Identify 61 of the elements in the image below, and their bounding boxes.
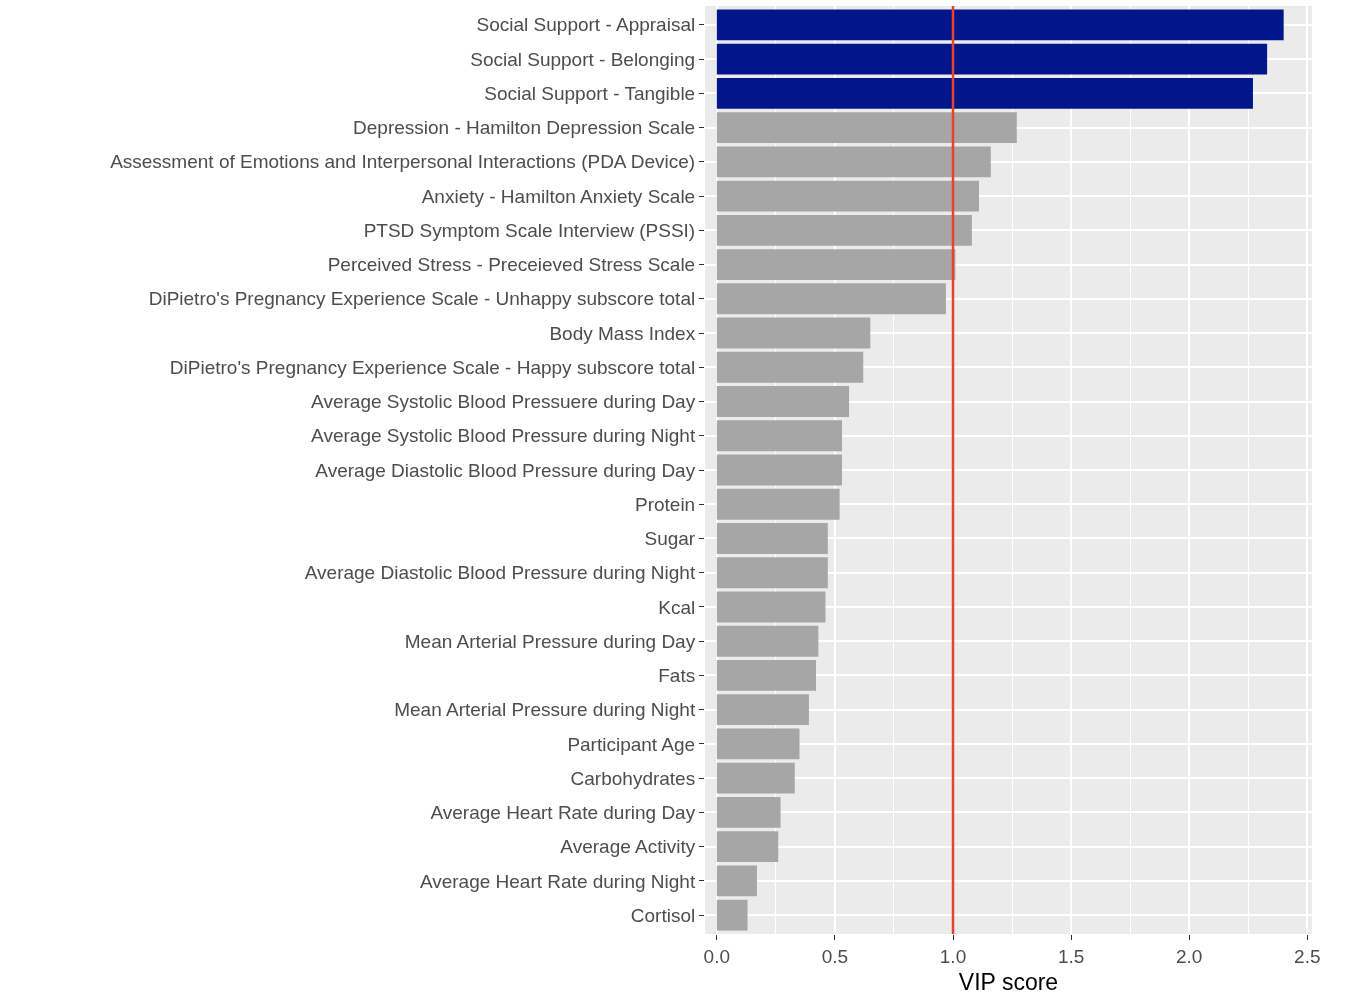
y-tick-label: Average Heart Rate during Night bbox=[419, 870, 696, 892]
bar bbox=[716, 112, 1017, 143]
bar bbox=[716, 454, 842, 486]
y-tick-label: Average Diastolic Blood Pressure during Day bbox=[315, 459, 696, 481]
bar bbox=[716, 625, 819, 657]
y-tick-label: DiPietro's Pregnancy Experience Scale - Unhappy subscore total bbox=[148, 288, 696, 310]
y-tick-label: Social Support - Tangible bbox=[484, 82, 696, 104]
bar bbox=[716, 488, 840, 520]
x-tick-label: 2.5 bbox=[1294, 945, 1321, 967]
y-tick-label: Cortisol bbox=[630, 904, 696, 926]
bar bbox=[716, 249, 956, 280]
y-tick-label: PTSD Symptom Scale Interview (PSSI) bbox=[363, 219, 696, 241]
bar bbox=[716, 351, 864, 383]
bar bbox=[716, 523, 828, 554]
bar bbox=[716, 43, 1268, 75]
y-tick-label: Social Support - Belonging bbox=[470, 48, 696, 70]
y-tick-label: Depression - Hamilton Depression Scale bbox=[353, 117, 696, 139]
y-tick-label: Average Heart Rate during Day bbox=[430, 802, 696, 824]
x-tick-label: 0.5 bbox=[821, 945, 849, 967]
y-tick-label: Kcal bbox=[658, 596, 696, 618]
bar bbox=[716, 180, 979, 212]
y-tick-label: Mean Arterial Pressure during Day bbox=[404, 630, 696, 652]
bar bbox=[716, 694, 809, 726]
y-tick-label: Carbohydrates bbox=[570, 767, 696, 789]
x-tick-label: 2.0 bbox=[1175, 945, 1203, 967]
bar bbox=[716, 865, 757, 897]
y-tick-label: Perceived Stress - Preceieved Stress Scale bbox=[327, 254, 696, 276]
bar bbox=[716, 831, 779, 863]
x-tick-label: 0.0 bbox=[703, 945, 731, 967]
y-tick-label: Average Systolic Blood Pressuere during Day bbox=[311, 391, 696, 413]
bar bbox=[716, 728, 800, 760]
y-tick-label: DiPietro's Pregnancy Experience Scale - Happy subscore total bbox=[169, 356, 696, 378]
x-tick-label: 1.5 bbox=[1057, 945, 1085, 967]
y-tick-label: Average Activity bbox=[560, 836, 696, 858]
x-tick-label: 1.0 bbox=[939, 945, 967, 967]
bar bbox=[716, 762, 795, 794]
y-tick-label: Participant Age bbox=[567, 733, 696, 755]
y-tick-label: Average Systolic Blood Pressure during Night bbox=[311, 425, 696, 447]
bar bbox=[716, 77, 1253, 109]
bar bbox=[716, 420, 842, 452]
y-tick-label: Anxiety - Hamilton Anxiety Scale bbox=[421, 185, 696, 207]
bar bbox=[716, 214, 972, 246]
y-tick-label: Average Diastolic Blood Pressure during Night bbox=[304, 562, 696, 584]
y-tick-label: Fats bbox=[658, 665, 696, 687]
bar bbox=[716, 317, 871, 349]
y-tick-label: Social Support - Appraisal bbox=[476, 14, 696, 36]
bar bbox=[716, 660, 817, 691]
y-tick-label: Body Mass Index bbox=[549, 322, 696, 344]
bar bbox=[716, 386, 850, 417]
x-axis-title: VIP score bbox=[958, 969, 1059, 996]
bar bbox=[716, 9, 1284, 41]
bar bbox=[716, 591, 826, 623]
y-tick-label: Sugar bbox=[644, 528, 696, 550]
bar bbox=[716, 797, 781, 828]
bar bbox=[716, 557, 828, 589]
y-tick-label: Assessment of Emotions and Interpersonal Interactions (PDA Device) bbox=[110, 151, 696, 173]
y-tick-label: Mean Arterial Pressure during Night bbox=[394, 699, 696, 721]
bar bbox=[716, 146, 991, 178]
bar bbox=[716, 899, 748, 931]
bar bbox=[716, 283, 946, 315]
y-tick-label: Protein bbox=[635, 493, 696, 515]
